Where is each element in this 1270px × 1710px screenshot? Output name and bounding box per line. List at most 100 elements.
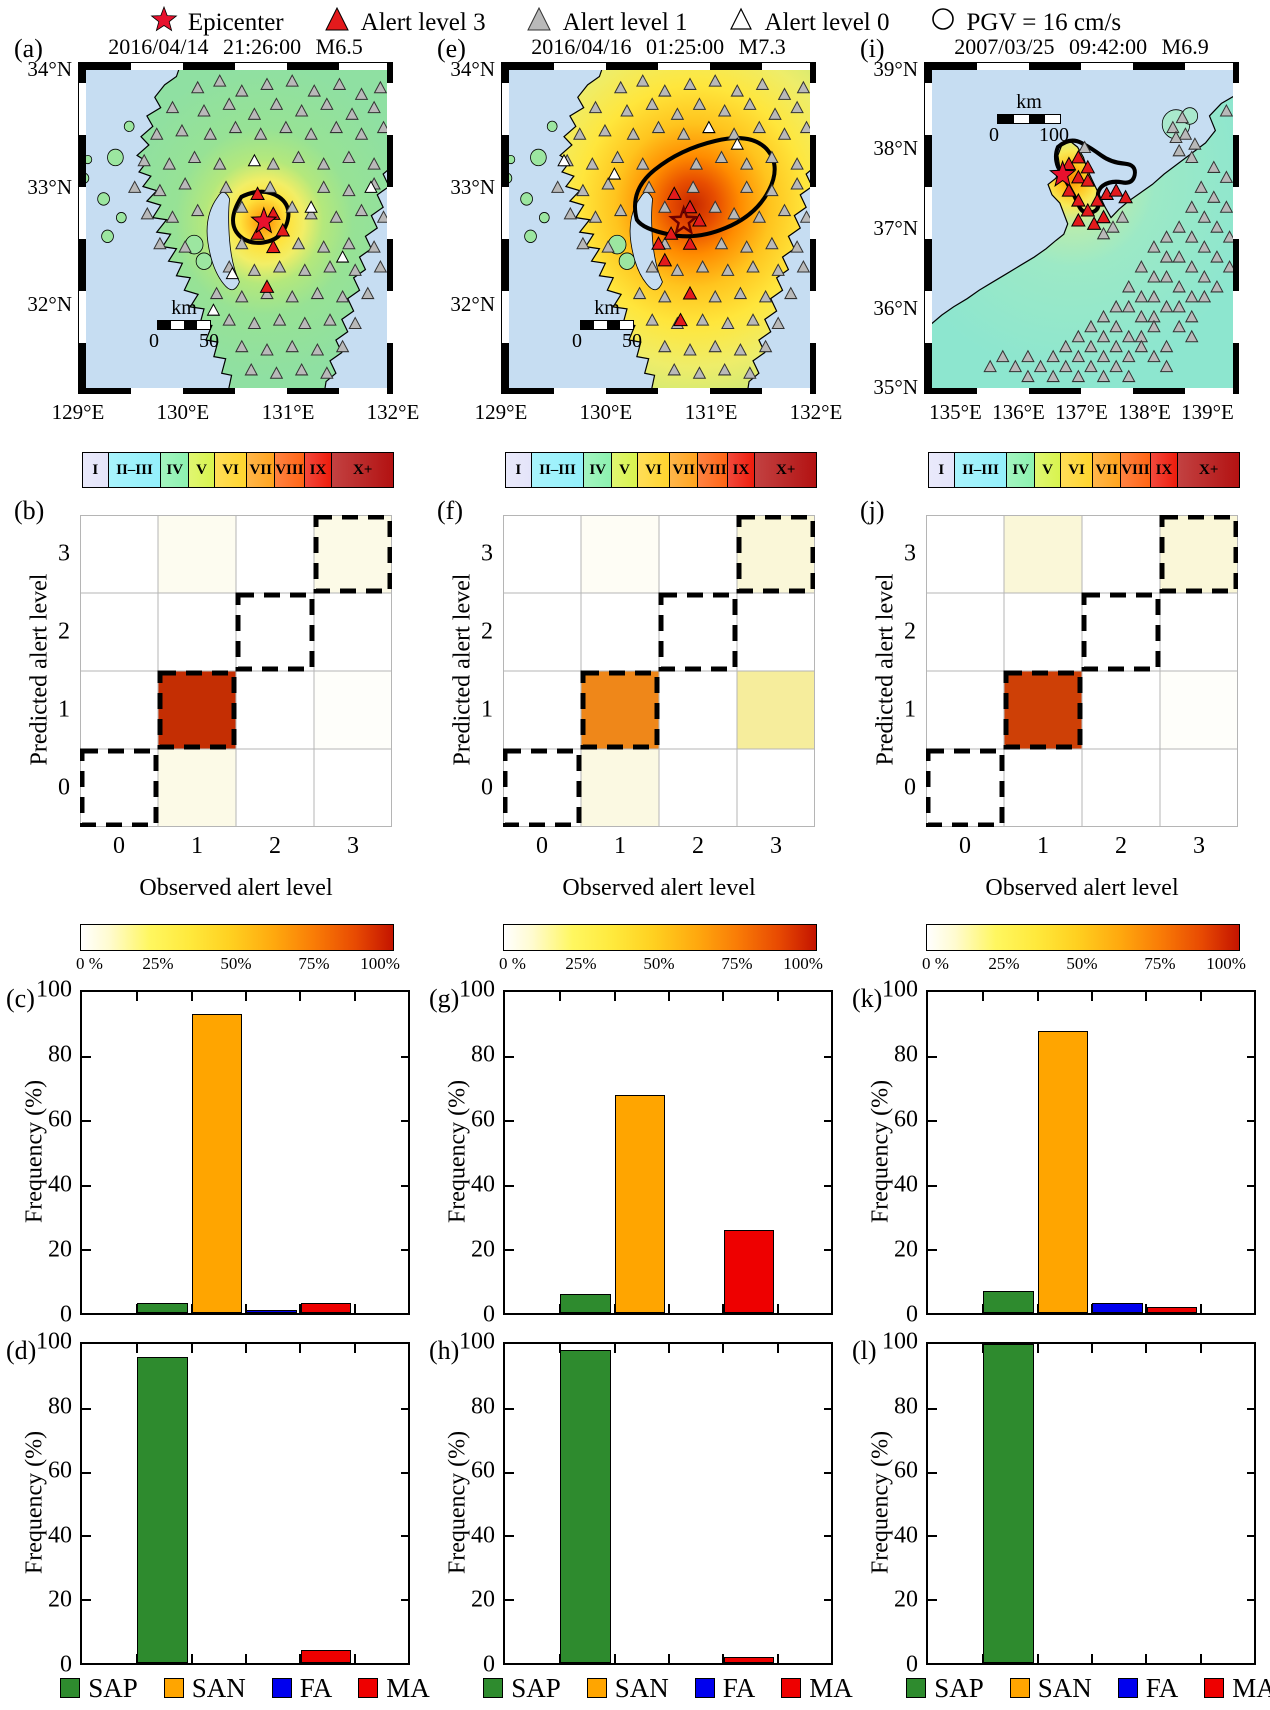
x-tickmark-top [299, 992, 302, 1001]
intensity-segment: VII [1093, 453, 1122, 487]
island [107, 148, 124, 167]
station-triangle [645, 313, 659, 326]
station-triangle [367, 240, 381, 253]
map-svg [78, 62, 393, 394]
legend-item-san: SAN [1009, 1673, 1092, 1704]
station-triangle [367, 100, 381, 114]
diagonal-dashed-box [580, 670, 660, 750]
intensity-label: IX [732, 461, 750, 478]
bar-ytick: 0 [483, 1651, 495, 1678]
x-tickmark-bottom [353, 1304, 356, 1313]
percent-label: 75% [1144, 954, 1176, 973]
percent-label: 0 % [498, 954, 526, 973]
san-swatch-icon [586, 1678, 607, 1698]
y-tickmark [505, 1248, 514, 1251]
matrix-xtick: 3 [770, 833, 782, 859]
matrix-cell [1004, 671, 1082, 749]
intensity-label: VII [672, 461, 695, 478]
station-triangle [588, 100, 603, 114]
station-triangle [1185, 289, 1199, 303]
station-triangle [298, 263, 312, 276]
station-triangle [304, 127, 318, 140]
legend-item-fa: FA [694, 1673, 755, 1704]
legend-label: Alert level 1 [562, 8, 688, 36]
station-triangle [266, 157, 281, 170]
map-lon-label: 137°E [1055, 400, 1108, 424]
station-triangle [165, 100, 180, 114]
scalebar-numbers: 0 100 [989, 125, 1069, 146]
station-triangle [323, 313, 337, 326]
station-triangle [373, 260, 388, 273]
confusion-matrix [503, 515, 815, 827]
pgv-contour [231, 189, 291, 245]
y-tickmark [824, 1407, 833, 1410]
station-triangle [269, 97, 284, 110]
x-tickmark-bottom [1036, 1654, 1039, 1663]
station-triangle [743, 366, 757, 379]
map-lon-label: 132°E [789, 400, 843, 424]
series-legend: SAP SAN FA MA [60, 1672, 430, 1704]
map-lon-label: 129°E [474, 400, 528, 424]
bar-ma [723, 1656, 775, 1663]
station-triangle [689, 157, 704, 170]
map-lon-label: 135°E [929, 400, 982, 424]
map-plot: km 0 50 [78, 62, 393, 394]
x-tickmark-bottom [1091, 1304, 1093, 1313]
matrix-xtick: 1 [1037, 833, 1049, 859]
intensity-label: IX [1155, 461, 1173, 478]
station-triangle [1172, 319, 1186, 333]
station-triangle [209, 286, 224, 300]
bar-ytick: 20 [48, 1586, 72, 1613]
y-tickmark [82, 1535, 91, 1538]
percent-colorbar-labels: 0 % 25% 50% 75% 100% [76, 954, 400, 974]
station-triangle [1115, 210, 1130, 223]
map-lat-label: 39°N [873, 56, 918, 81]
intensity-label: II–III [116, 461, 153, 478]
bar-ytick: 100 [882, 976, 918, 1003]
y-tickmark [505, 1407, 514, 1410]
matrix-ytick: 1 [904, 696, 916, 723]
y-tickmark [928, 1056, 937, 1059]
confusion-matrix [80, 515, 392, 827]
y-tickmark [82, 1599, 91, 1602]
station-triangle [250, 226, 265, 240]
station-triangle [165, 210, 180, 223]
scalebar-segment [594, 321, 607, 329]
station-triangle [771, 263, 785, 276]
station-triangle [645, 97, 659, 110]
x-tickmark-bottom [245, 1304, 247, 1313]
intensity-label: V [196, 461, 207, 478]
x-tickmark-top [190, 1344, 193, 1353]
station-triangle [682, 199, 698, 214]
y-tickmark [505, 1471, 514, 1474]
x-tickmark-bottom [1199, 1304, 1202, 1313]
bar-plot [503, 990, 833, 1315]
matrix-xtick: 3 [1193, 833, 1205, 859]
x-tickmark-bottom [776, 1654, 779, 1663]
map-lon-label: 129°E [51, 400, 105, 424]
x-tickmark-top [559, 992, 562, 1001]
station-triangle [1219, 104, 1234, 117]
station-triangle [285, 74, 299, 87]
intensity-segment: II–III [531, 453, 585, 487]
y-tickmark [505, 1056, 514, 1059]
intensity-segment: IX [304, 453, 333, 487]
station-triangle [260, 77, 274, 90]
station-triangle [1070, 149, 1086, 164]
x-tickmark-bottom [776, 1304, 779, 1313]
x-tickmark-bottom [722, 1304, 725, 1313]
bar-san [1037, 1030, 1089, 1313]
ma-swatch-icon [1204, 1678, 1225, 1698]
intensity-segment: VI [637, 453, 671, 487]
bar-ma [300, 1303, 352, 1313]
diagonal-dashed-box [503, 748, 582, 827]
station-triangle [1046, 369, 1060, 383]
percent-colorbar-labels: 0 % 25% 50% 75% 100% [922, 954, 1246, 974]
ma-swatch-icon [358, 1678, 379, 1698]
bar-ylabel: Frequency (%) [444, 1430, 471, 1574]
pgv-circle-icon-svg [931, 8, 954, 30]
intensity-label: VIII [275, 461, 304, 478]
percent-label: 75% [298, 954, 330, 973]
station-triangle [1210, 250, 1224, 263]
y-tickmark [928, 1184, 937, 1187]
